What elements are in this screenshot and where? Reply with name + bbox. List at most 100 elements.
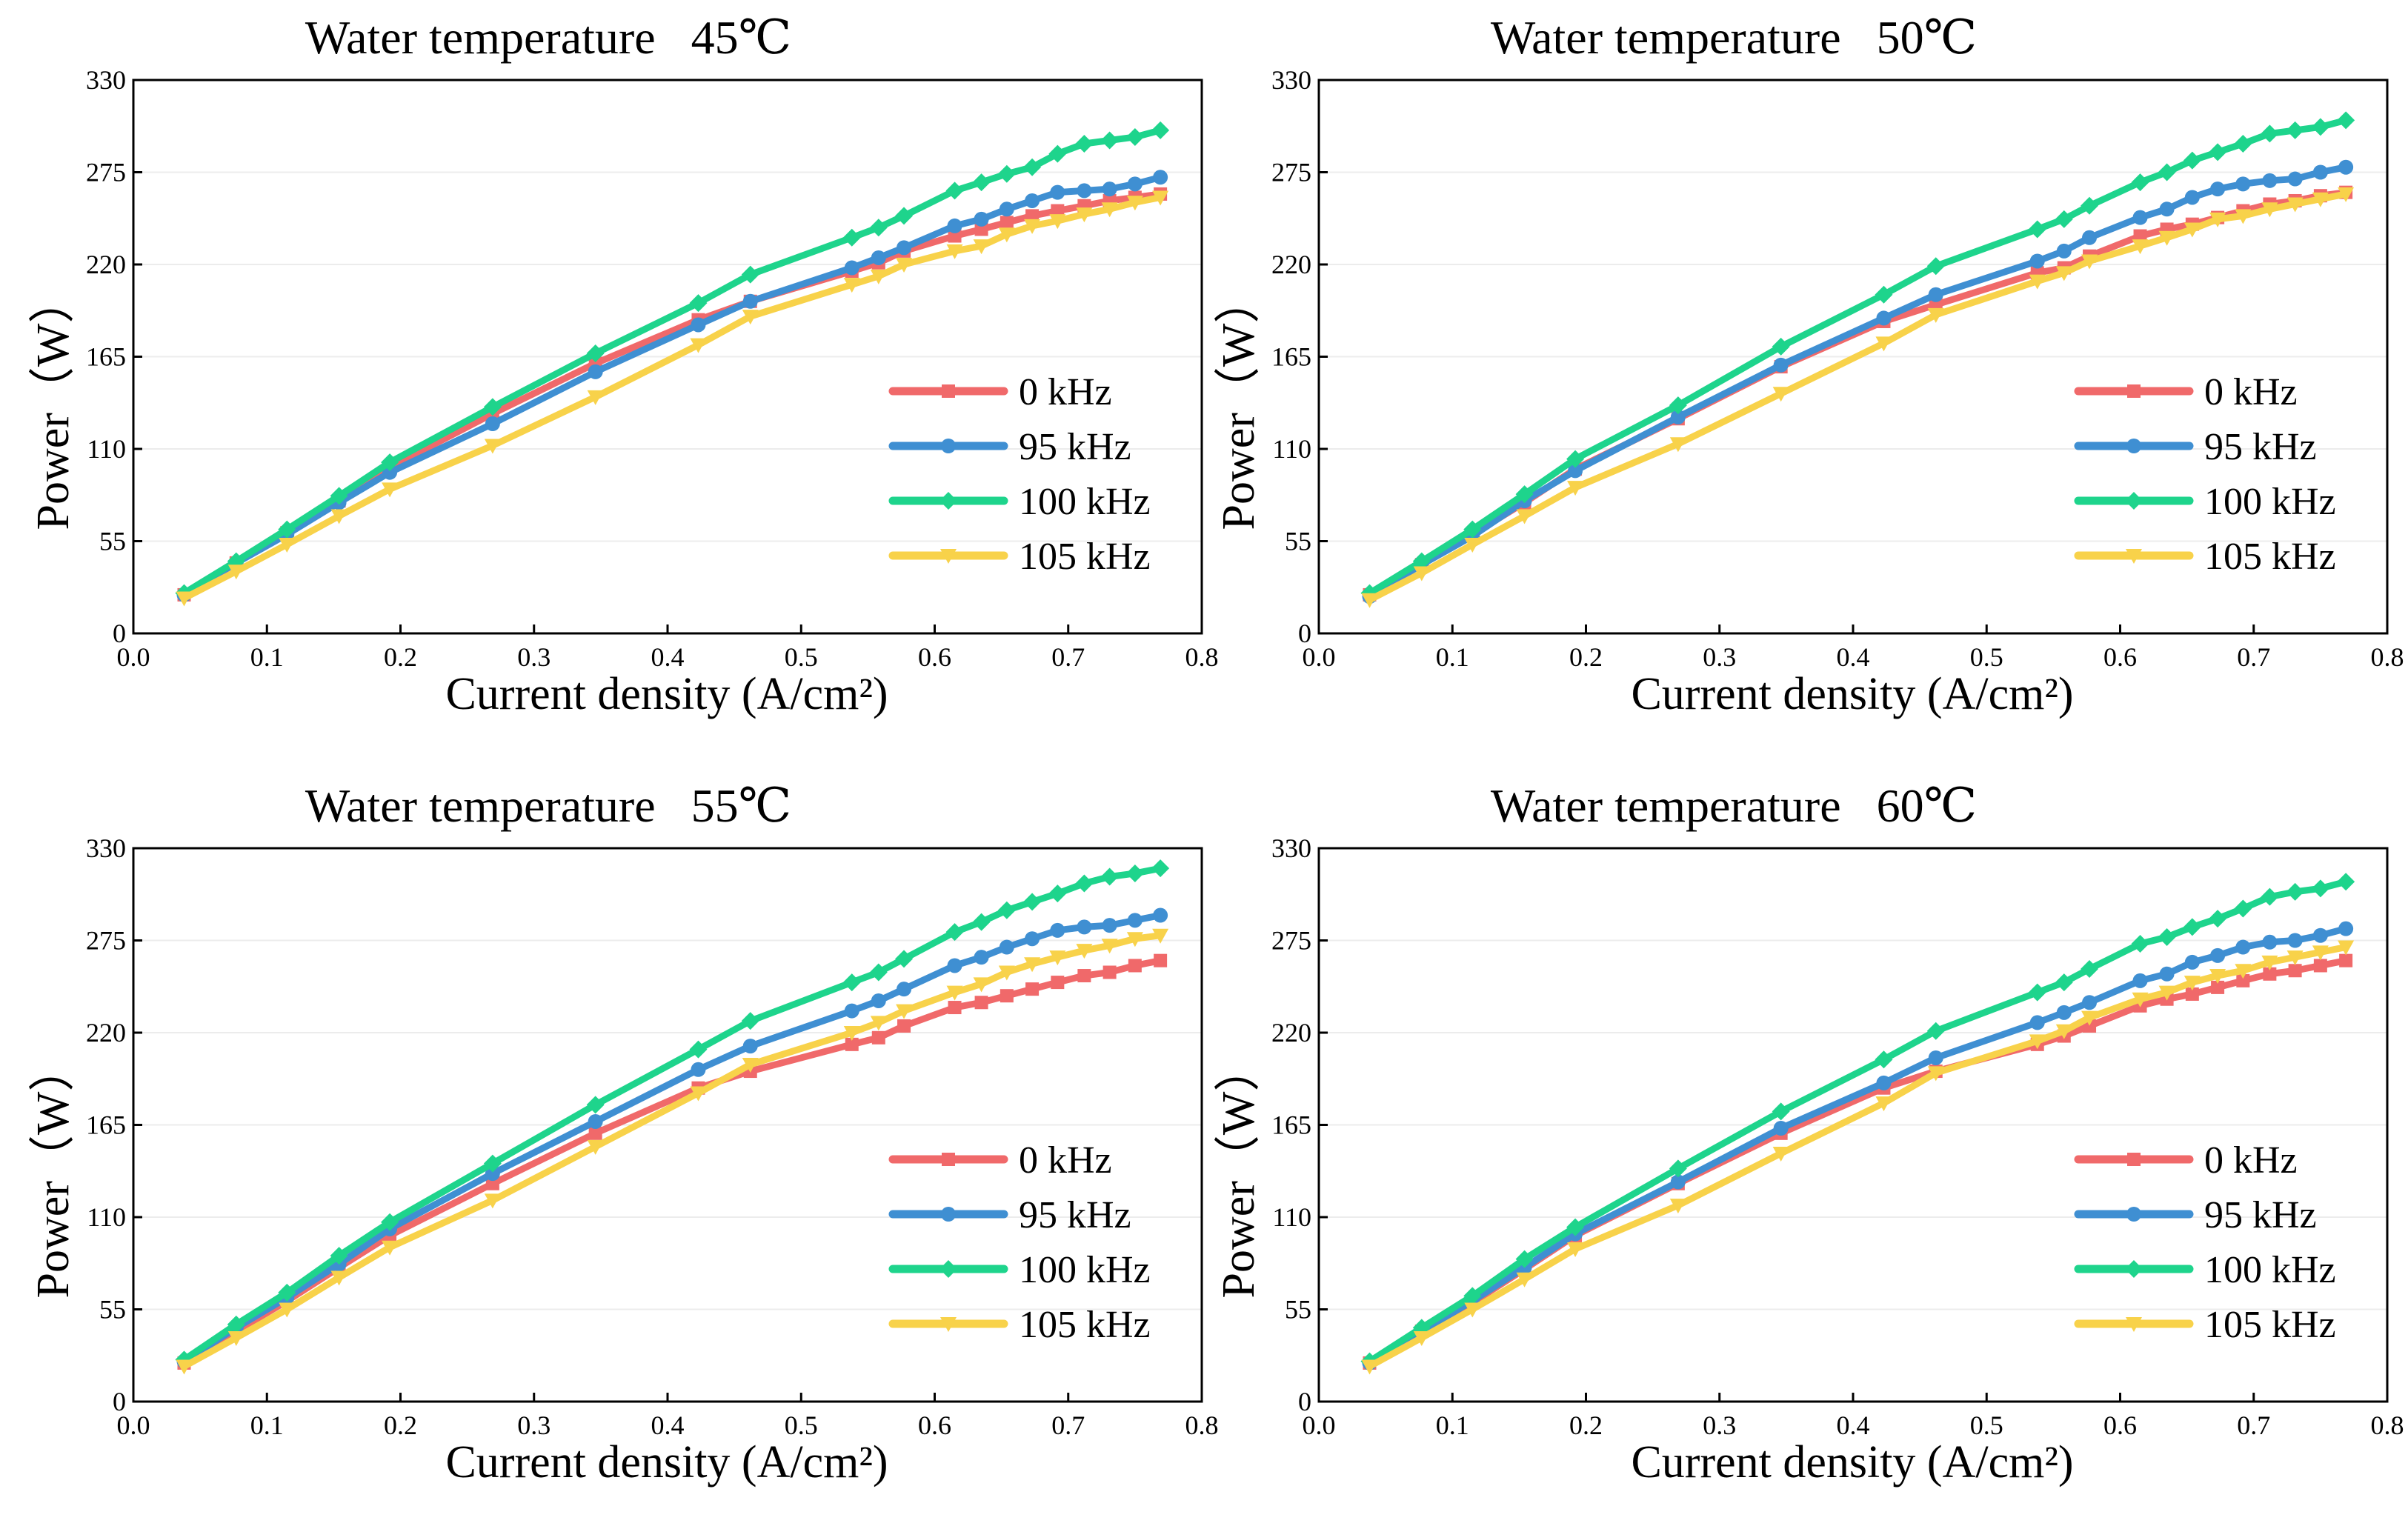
y-tick-label: 0 bbox=[113, 1387, 126, 1416]
data-point bbox=[2184, 976, 2201, 991]
data-point bbox=[843, 1026, 860, 1041]
data-point bbox=[2029, 1015, 2045, 1030]
legend-label: 100 kHz bbox=[1019, 1249, 1151, 1291]
data-point bbox=[1126, 196, 1143, 211]
data-point bbox=[2286, 121, 2304, 139]
y-tick-label: 275 bbox=[86, 158, 126, 187]
data-point bbox=[330, 487, 348, 505]
data-point bbox=[2312, 945, 2329, 961]
data-point bbox=[1153, 170, 1168, 185]
data-point bbox=[973, 239, 990, 255]
legend-label: 0 kHz bbox=[2204, 371, 2298, 413]
y-tick-label: 55 bbox=[1285, 1295, 1311, 1325]
y-tick-label: 165 bbox=[1271, 342, 1311, 372]
x-tick-label: 0.2 bbox=[384, 1410, 417, 1440]
data-point bbox=[176, 1359, 193, 1375]
x-axis-label: Current density (A/cm²) bbox=[1631, 669, 2074, 719]
y-tick-label: 220 bbox=[1271, 250, 1311, 279]
legend-label: 105 kHz bbox=[2204, 536, 2336, 578]
x-tick-label: 0.4 bbox=[1837, 1410, 1870, 1440]
data-point bbox=[1075, 874, 1094, 893]
data-point bbox=[1515, 485, 1534, 504]
y-tick-label: 55 bbox=[1285, 527, 1311, 556]
data-point bbox=[1875, 1096, 1892, 1112]
data-point bbox=[946, 244, 963, 259]
data-point bbox=[330, 1270, 347, 1286]
series-105-khz bbox=[176, 928, 1169, 1375]
data-point bbox=[690, 1086, 707, 1102]
legend-marker bbox=[2125, 492, 2143, 510]
data-point bbox=[1772, 1146, 1789, 1162]
legend: 0 kHz 95 kHz 100 kHz 105 kHz bbox=[888, 1139, 1151, 1346]
data-point bbox=[484, 1193, 501, 1209]
x-tick-label: 0.6 bbox=[2103, 642, 2137, 672]
legend-marker bbox=[2126, 1317, 2142, 1332]
data-point bbox=[2235, 176, 2251, 192]
series-line bbox=[180, 912, 1164, 1365]
x-tick-label: 0.7 bbox=[1051, 642, 1085, 672]
y-tick-label: 165 bbox=[86, 1110, 126, 1140]
chart-panel-50c: Water temperature 50℃ Power（W） Current d… bbox=[1185, 0, 2404, 761]
data-point bbox=[1076, 944, 1093, 959]
data-point bbox=[974, 211, 989, 227]
x-tick-label: 0.3 bbox=[1703, 642, 1736, 672]
data-point bbox=[947, 218, 962, 233]
legend-label: 105 kHz bbox=[1019, 1304, 1151, 1346]
series-100-khz bbox=[1360, 111, 2355, 602]
data-point bbox=[842, 228, 861, 247]
x-tick-label: 0.3 bbox=[517, 1410, 551, 1440]
data-point bbox=[1669, 1199, 1686, 1214]
data-point bbox=[1927, 1066, 1944, 1082]
data-point bbox=[2133, 229, 2147, 243]
data-point bbox=[871, 993, 886, 1008]
data-point bbox=[2029, 274, 2046, 290]
data-point bbox=[842, 973, 861, 992]
legend-label: 95 kHz bbox=[1019, 426, 1131, 468]
data-point bbox=[973, 977, 990, 993]
x-tick-label: 0.6 bbox=[918, 1410, 951, 1440]
data-point bbox=[2235, 964, 2252, 979]
series-line bbox=[1366, 164, 2349, 600]
y-tick-label: 0 bbox=[1298, 1387, 1311, 1416]
x-tick-label: 0.8 bbox=[2371, 642, 2404, 672]
y-tick-label: 110 bbox=[1272, 434, 1311, 464]
data-point bbox=[2337, 111, 2355, 130]
y-tick-label: 0 bbox=[1298, 619, 1311, 648]
x-tick-label: 0.1 bbox=[1436, 642, 1469, 672]
data-point bbox=[587, 1139, 604, 1155]
series-105-khz bbox=[1361, 940, 2355, 1375]
data-point bbox=[1077, 919, 1092, 935]
data-point bbox=[1670, 1174, 1686, 1190]
legend-label: 100 kHz bbox=[2204, 481, 2336, 523]
data-point bbox=[2132, 973, 2148, 988]
data-point bbox=[845, 1037, 859, 1051]
data-point bbox=[1413, 1330, 1430, 1346]
data-point bbox=[2261, 887, 2279, 906]
legend-label: 105 kHz bbox=[1019, 536, 1151, 578]
data-point bbox=[1669, 396, 1687, 415]
data-point bbox=[382, 482, 399, 498]
x-axis-label: Current density (A/cm²) bbox=[1631, 1437, 2074, 1488]
data-point bbox=[1566, 1218, 1585, 1236]
data-point bbox=[2286, 197, 2304, 213]
data-point bbox=[330, 509, 347, 524]
data-point bbox=[2028, 220, 2046, 239]
data-point bbox=[690, 338, 707, 353]
data-point bbox=[1928, 287, 1943, 302]
data-point bbox=[741, 1012, 759, 1030]
data-point bbox=[2236, 973, 2250, 987]
data-point bbox=[1102, 181, 1117, 197]
legend-label: 0 kHz bbox=[1019, 371, 1112, 413]
data-point bbox=[1876, 310, 1892, 326]
data-point bbox=[1875, 1050, 1893, 1069]
data-point bbox=[1049, 214, 1066, 230]
data-point bbox=[972, 173, 991, 192]
data-point bbox=[2158, 927, 2176, 946]
x-tick-label: 0.1 bbox=[250, 1410, 284, 1440]
data-point bbox=[2158, 230, 2175, 246]
x-tick-label: 0.1 bbox=[250, 642, 284, 672]
y-tick-label: 275 bbox=[1271, 926, 1311, 956]
data-point bbox=[2185, 987, 2199, 1001]
chart-panel-60c: Water temperature 60℃ Power（W） Current d… bbox=[1185, 768, 2404, 1529]
